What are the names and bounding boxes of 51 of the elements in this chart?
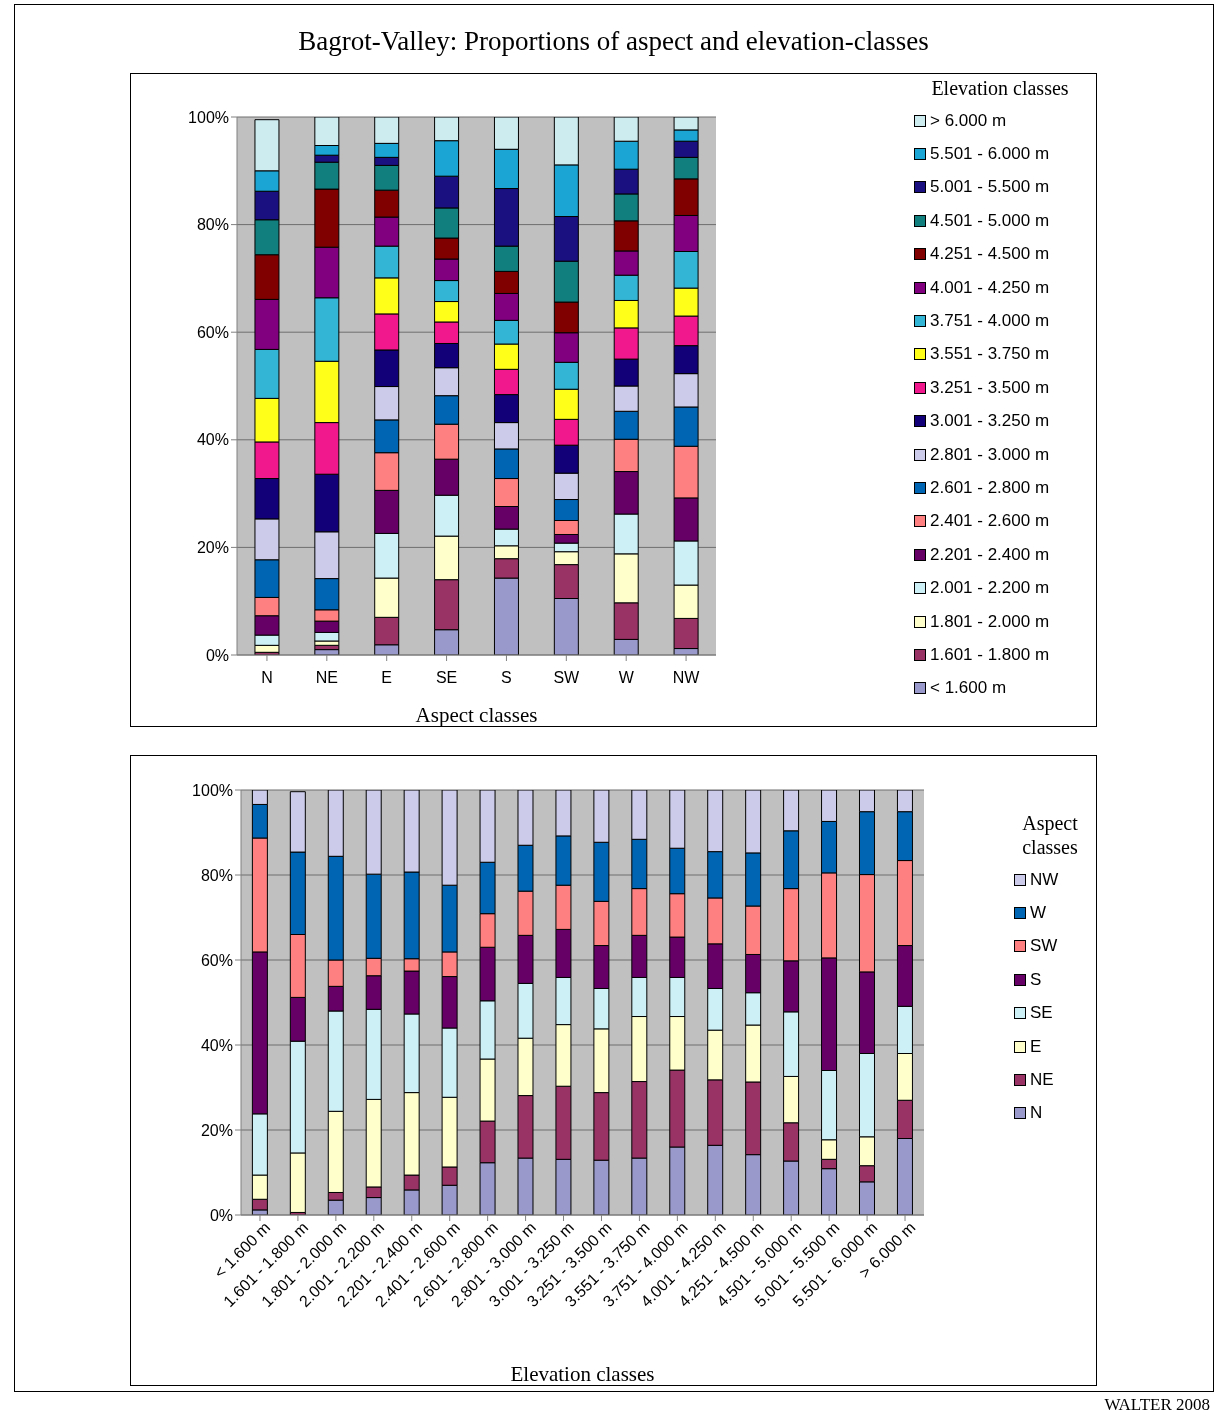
x-tick-label: W xyxy=(618,669,635,686)
legend-label: 5.501 - 6.000 m xyxy=(930,144,1050,165)
legend-label: NW xyxy=(1030,869,1059,890)
legend-label: N xyxy=(1030,1103,1043,1124)
x-axis-title: Aspect classes xyxy=(415,703,538,727)
text: WALTER 2008 xyxy=(1102,1395,1212,1415)
legend-label: SW xyxy=(1030,936,1058,957)
legend-label: SE xyxy=(1030,1003,1053,1024)
legend-label: > 6.000 m xyxy=(930,110,1007,131)
y-tick-label: 40% xyxy=(196,431,229,449)
legend-title: Elevation classes xyxy=(930,76,1070,100)
legend-label: 4.501 - 5.000 m xyxy=(930,210,1050,231)
legend-label: S xyxy=(1030,969,1042,990)
y-tick-label: 20% xyxy=(196,539,229,557)
y-tick-label: 100% xyxy=(192,781,233,799)
legend-label: NE xyxy=(1030,1070,1054,1091)
legend-label: 3.251 - 3.500 m xyxy=(930,377,1050,398)
x-tick-label: SE xyxy=(435,669,458,686)
y-tick-label: 80% xyxy=(196,216,229,234)
x-axis-title: Elevation classes xyxy=(510,1362,655,1386)
y-tick-label: 0% xyxy=(205,646,229,664)
x-tick-label: N xyxy=(261,669,273,686)
y-tick-label: 80% xyxy=(200,866,233,884)
legend-label: 3.751 - 4.000 m xyxy=(930,311,1050,332)
x-tick-label: SW xyxy=(553,669,581,686)
legend-title: Aspect classes xyxy=(1021,811,1079,859)
y-tick-label: 100% xyxy=(188,108,229,126)
legend-label: 2.201 - 2.400 m xyxy=(930,544,1050,565)
legend-label: 4.001 - 4.250 m xyxy=(930,277,1050,298)
y-tick-label: 40% xyxy=(200,1036,233,1054)
y-tick-label: 0% xyxy=(209,1206,233,1224)
legend-label: 3.001 - 3.250 m xyxy=(930,411,1050,432)
legend-label: 4.251 - 4.500 m xyxy=(930,244,1050,265)
legend-label: 1.601 - 1.800 m xyxy=(930,644,1050,665)
legend-label: 2.401 - 2.600 m xyxy=(930,511,1050,532)
x-tick-label: S xyxy=(501,669,512,686)
y-tick-label: 20% xyxy=(200,1121,233,1139)
x-tick-label: NW xyxy=(672,669,701,686)
legend-label: W xyxy=(1030,903,1047,924)
legend-label: 3.551 - 3.750 m xyxy=(930,344,1050,365)
x-tick-label: NE xyxy=(315,669,338,686)
legend-label: 1.801 - 2.000 m xyxy=(930,611,1050,632)
x-tick-label: E xyxy=(381,669,393,686)
legend-label: 2.601 - 2.800 m xyxy=(930,477,1050,498)
legend-label: E xyxy=(1030,1036,1042,1057)
legend-label: 2.801 - 3.000 m xyxy=(930,444,1050,465)
y-tick-label: 60% xyxy=(196,323,229,341)
legend-label: 5.001 - 5.500 m xyxy=(930,177,1050,198)
chart-title: Bagrot-Valley: Proportions of aspect and elevation-classes xyxy=(297,26,930,57)
legend-label: 2.001 - 2.200 m xyxy=(930,578,1050,599)
y-tick-label: 60% xyxy=(200,951,233,969)
